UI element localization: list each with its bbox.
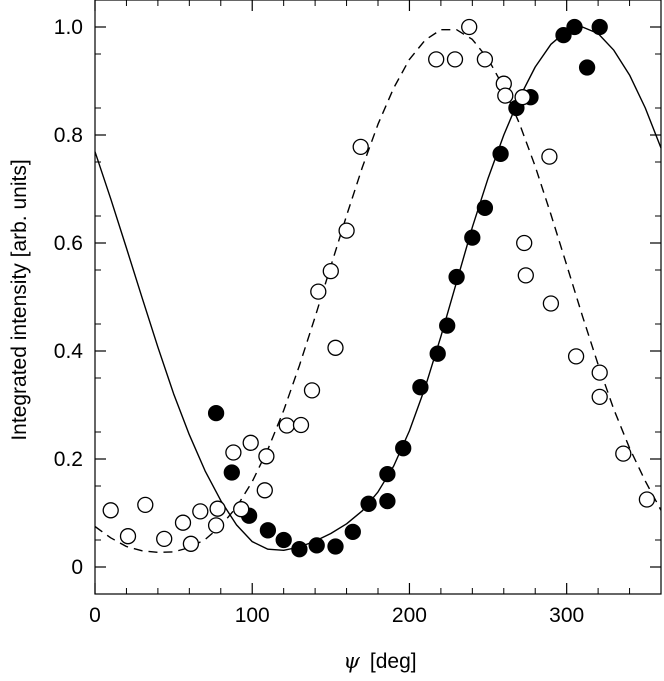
open-data-point [258,448,275,465]
axis-ticks [94,0,661,594]
open-data-point [225,444,242,461]
filled-data-point [259,522,277,539]
open-data-point [615,445,632,462]
open-data-point [322,262,339,280]
x-tick-label: 300 [549,604,584,627]
open-data-point [476,51,494,68]
filled-data-point [360,495,377,512]
filled-data-point [476,199,494,217]
filled-data-point [591,18,608,36]
filled-data-point [448,268,465,286]
x-tick-labels: 0 100 200 300 [89,604,584,627]
filled-data-point [439,317,456,334]
open-data-point [192,503,209,520]
open-data-point [591,388,608,406]
filled-data-point [223,464,240,481]
y-axis-label: Integrated intensity [arb. units] [8,159,31,440]
x-tick-label: 100 [235,604,270,627]
open-data-point [278,417,295,434]
open-data-point [542,295,560,312]
x-axis-label: ψ [deg] [343,649,416,673]
filled-data-point [412,379,429,396]
open-data-point [303,382,321,399]
open-data-point [541,148,558,165]
filled-data-point [566,18,583,36]
x-tick-label: 0 [89,604,101,627]
open-data-point [461,18,478,36]
open-data-point [338,222,355,239]
open-data-point [292,416,310,434]
open-data-point [638,491,656,508]
open-data-point [567,348,585,365]
open-data-point [242,434,259,451]
y-tick-label: 0.6 [54,232,83,255]
open-data-point [514,89,531,106]
open-data-point [516,234,533,252]
filled-data-point [492,145,509,163]
filled-data-point [308,537,325,554]
filled-data-point [578,59,596,76]
open-data-point [156,530,173,548]
open-data-point [174,514,192,531]
y-tick-label: 1.0 [54,16,83,39]
open-data-point [233,501,250,518]
open-data-point [256,482,273,499]
y-tick-label: 0 [71,556,83,579]
filled-data-point [291,541,308,558]
x-tick-label: 200 [392,604,427,627]
plot-frame [94,0,662,595]
y-tick-label: 0.2 [54,448,83,471]
open-data-point [517,267,534,284]
filled-data-point [555,26,572,44]
filled-data-point [395,440,412,457]
dashed-fit-curve [94,29,662,554]
filled-data-point [327,538,344,555]
filled-data-point [344,523,361,541]
filled-data-point [275,531,292,549]
open-data-point [352,138,369,156]
y-tick-label: 0.8 [54,124,83,147]
open-data-point [591,364,608,381]
open-data-point [119,528,137,545]
open-data-point [327,339,344,356]
open-data-point [310,283,327,300]
filled-data-point [464,229,481,246]
data-points [102,18,656,558]
filled-data-point [379,492,396,510]
solid-fit-curve [94,26,662,551]
fit-curves [94,26,662,554]
open-data-point [209,500,226,517]
open-data-point [102,502,119,519]
open-data-point [137,496,154,514]
y-tick-label: 0.4 [54,340,84,363]
filled-data-point [207,404,225,422]
open-data-point [497,87,514,104]
open-data-point [182,535,200,552]
filled-data-point [379,465,396,483]
filled-data-point [429,345,446,362]
open-data-point [446,51,464,68]
y-tick-labels: 0 0.2 0.4 0.6 0.8 1.0 [54,16,84,579]
open-data-point [428,51,445,68]
open-data-point [207,517,225,534]
